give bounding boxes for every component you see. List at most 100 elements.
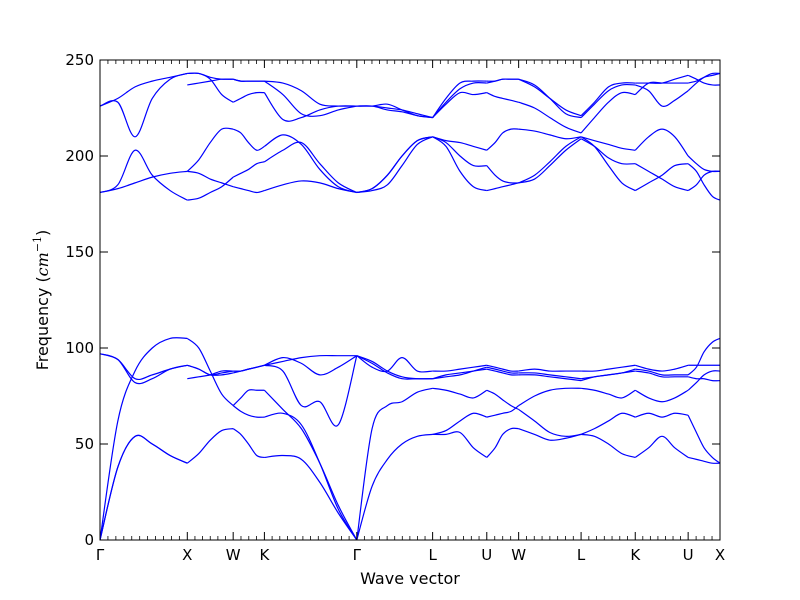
y-axis-label-text: Frequency (: [33, 276, 52, 370]
band-line-segment-8-branch-11: [580, 82, 636, 117]
band-line-segment-5-branch-5: [432, 368, 487, 380]
band-line-segment-5-branch-1: [432, 412, 487, 435]
band-line-segment-7-branch-4: [518, 372, 582, 380]
band-line-segment-1-branch-7: [186, 127, 234, 172]
y-tick-label-0: 0: [84, 531, 94, 549]
band-line-segment-5-branch-10: [432, 91, 487, 119]
band-line-segment-6-branch-0: [486, 427, 519, 458]
band-line-segment-6-branch-10: [486, 92, 519, 103]
band-line-segment-6-branch-4: [486, 366, 519, 374]
band-line-segment-0-branch-2: [100, 337, 188, 540]
band-line-segment-3-branch-11: [264, 80, 357, 107]
band-line-segment-5-branch-4: [432, 366, 487, 380]
band-line-segment-5-branch-9: [432, 82, 487, 118]
x-axis-label: Wave vector: [360, 569, 460, 588]
x-tick-label-4: Γ: [353, 546, 362, 564]
y-axis-label-close: ): [33, 230, 52, 236]
x-tick-label-6: U: [481, 546, 492, 564]
band-line-segment-6-branch-11: [486, 78, 519, 82]
band-line-segment-10-branch-2: [687, 370, 720, 391]
band-line-segment-5-branch-7: [432, 136, 487, 167]
band-line-segment-9-branch-8: [634, 128, 689, 157]
y-axis-label: Frequency (cm−1): [31, 230, 52, 371]
x-tick-label-1: X: [182, 546, 192, 564]
band-line-segment-8-branch-0: [581, 433, 636, 459]
band-line-segment-3-branch-2: [263, 389, 358, 540]
band-line-segment-3-branch-5: [264, 354, 357, 366]
band-line-segment-3-branch-8: [264, 134, 357, 194]
band-line-segment-5-branch-11: [432, 80, 487, 118]
band-line-segment-4-branch-0: [356, 433, 433, 540]
x-tick-label-11: X: [715, 546, 725, 564]
band-line-segment-10-branch-4: [687, 337, 720, 376]
band-line-segment-4-branch-4: [356, 355, 433, 380]
y-tick-label-50: 50: [75, 435, 94, 453]
band-line-segment-7-branch-7: [518, 138, 582, 184]
band-line-segment-10-branch-11: [687, 74, 720, 86]
x-tick-label-3: K: [259, 546, 270, 564]
band-line-segment-7-branch-5: [518, 374, 582, 382]
y-tick-label-150: 150: [65, 243, 94, 261]
band-line-segment-6-branch-2: [486, 389, 519, 410]
band-line-segment-10-branch-0: [688, 456, 720, 464]
band-line-segment-6-branch-3: [486, 364, 519, 372]
band-line-segment-9-branch-2: [634, 389, 689, 403]
band-line-segment-3-branch-1: [264, 412, 358, 540]
band-line-segment-9-branch-3: [635, 364, 689, 372]
band-line-segment-0-branch-4: [100, 353, 188, 385]
band-line-segment-8-branch-6: [580, 136, 636, 192]
band-line-segment-2-branch-6: [233, 186, 265, 194]
band-line-segment-9-branch-0: [634, 435, 689, 458]
band-line-segment-9-branch-7: [634, 163, 689, 192]
band-line-segment-5-branch-8: [432, 136, 487, 151]
band-line-segment-4-branch-7: [356, 136, 433, 194]
band-line-segment-4-branch-6: [356, 136, 433, 194]
x-tick-label-5: L: [428, 546, 437, 564]
band-line-segment-1-branch-10: [187, 78, 234, 86]
band-line-segment-3-branch-4: [264, 355, 358, 376]
band-line-segment-0-branch-5: [100, 170, 188, 194]
band-line-segment-1-branch-1: [186, 337, 234, 407]
band-line-segment-8-branch-5: [580, 370, 636, 382]
band-line-segment-6-branch-6: [486, 182, 519, 192]
band-line-segment-2-branch-7: [232, 161, 265, 178]
band-line-segment-10-branch-10: [688, 72, 720, 84]
band-line-segment-1-branch-6: [187, 176, 234, 201]
band-line-segment-7-branch-6: [518, 136, 582, 184]
band-line-segment-2-branch-1: [232, 405, 265, 418]
band-line-segment-6-branch-8: [486, 128, 519, 151]
band-line-segment-4-branch-1: [356, 387, 433, 540]
band-line-segment-3-branch-10: [264, 80, 357, 117]
y-tick-label-250: 250: [65, 51, 94, 69]
x-tick-label-9: K: [630, 546, 641, 564]
band-line-segment-3-branch-7: [264, 141, 358, 194]
band-line-segment-9-branch-4: [635, 368, 689, 376]
y-axis-label-exponent: −1: [31, 236, 44, 252]
band-line-segment-9-branch-1: [635, 412, 689, 418]
band-line-segment-8-branch-10: [580, 91, 636, 134]
band-line-segment-8-branch-9: [580, 83, 636, 119]
band-line-segment-5-branch-2: [432, 387, 488, 399]
x-tick-label-7: W: [511, 546, 526, 564]
x-tick-label-8: L: [577, 546, 586, 564]
band-line-segment-4-branch-10: [356, 105, 433, 119]
band-line-segment-7-branch-10: [518, 101, 582, 134]
band-line-segment-8-branch-2: [581, 387, 636, 399]
y-axis-ticks: 0 50 100 150 200 250: [65, 51, 720, 549]
band-line-segment-7-branch-0: [518, 428, 582, 441]
band-line-segment-0-branch-6: [100, 149, 188, 201]
band-line-segment-5-branch-0: [432, 431, 488, 458]
band-line-segment-8-branch-8: [580, 136, 636, 151]
band-line-segment-3-branch-3: [264, 355, 358, 427]
band-line-segment-2-branch-2: [232, 389, 265, 407]
band-line-segment-1-branch-0: [186, 428, 234, 464]
band-line-segment-9-branch-6: [634, 163, 689, 192]
band-line-segment-5-branch-6: [432, 136, 487, 192]
band-line-segment-10-branch-1: [687, 414, 720, 464]
band-line-segment-8-branch-1: [580, 412, 636, 435]
band-line-segment-7-branch-1: [518, 408, 582, 437]
x-tick-label-10: U: [683, 546, 694, 564]
x-tick-label-0: Γ: [96, 546, 105, 564]
